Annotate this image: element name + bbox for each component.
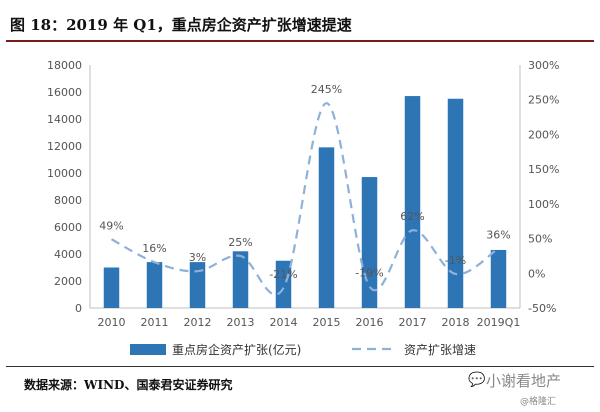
x-tick-label: 2016 — [356, 316, 384, 329]
y-left-tick-label: 10000 — [47, 167, 82, 180]
y-left-tick-label: 18000 — [47, 59, 82, 72]
y-right-tick-label: 50% — [528, 233, 552, 246]
legend-bar-label: 重点房企资产扩张(亿元) — [172, 342, 301, 357]
x-tick-label: 2015 — [313, 316, 341, 329]
x-tick-label: 2012 — [184, 316, 212, 329]
line-data-label: 245% — [311, 83, 342, 96]
figure-title: 图 18：2019 年 Q1，重点房企资产扩张增速提速 — [10, 16, 352, 34]
y-left-tick-label: 0 — [75, 302, 82, 315]
bar — [318, 147, 335, 308]
legend-bar-swatch — [130, 344, 166, 355]
y-right-tick-label: 0% — [528, 267, 545, 280]
line-data-label: 3% — [189, 251, 206, 264]
y-right-tick-label: 100% — [528, 198, 559, 211]
y-right-tick-label: 250% — [528, 94, 559, 107]
line-data-label: -1% — [445, 254, 466, 267]
x-tick-label: 2011 — [141, 316, 169, 329]
y-left-tick-label: 2000 — [54, 275, 82, 288]
bar — [361, 177, 378, 308]
line-data-label: 16% — [142, 242, 166, 255]
line-data-label: 49% — [99, 219, 123, 232]
watermark-subtext: @格隆汇 — [520, 397, 557, 407]
y-left-tick-label: 6000 — [54, 221, 82, 234]
x-tick-label: 2018 — [442, 316, 470, 329]
bar — [275, 260, 292, 308]
bar — [404, 96, 421, 308]
legend-line-label: 资产扩张增速 — [404, 343, 476, 357]
watermark-text: 小谢看地产 — [486, 372, 562, 390]
y-right-tick-label: 200% — [528, 128, 559, 141]
speech-bubble-icon: 💬 — [468, 372, 486, 388]
y-left-tick-label: 8000 — [54, 194, 82, 207]
bottom-rule — [6, 366, 594, 367]
y-left-tick-label: 14000 — [47, 113, 82, 126]
y-right-tick-label: 300% — [528, 59, 559, 72]
line-data-label: 25% — [228, 236, 252, 249]
line-data-label: 62% — [400, 210, 424, 223]
bar — [189, 262, 206, 308]
line-data-label: 36% — [486, 228, 510, 241]
x-tick-label: 2010 — [98, 316, 126, 329]
bar — [146, 262, 163, 308]
source-note: 数据来源：WIND、国泰君安证券研究 — [24, 378, 233, 392]
x-tick-label: 2014 — [270, 316, 298, 329]
y-left-tick-label: 4000 — [54, 248, 82, 261]
x-tick-label: 2017 — [399, 316, 427, 329]
growth-line — [110, 102, 500, 296]
line-data-label: -21% — [269, 268, 297, 281]
y-right-tick-label: 150% — [528, 163, 559, 176]
y-left-tick-label: 16000 — [47, 86, 82, 99]
x-tick-label: 2019Q1 — [477, 316, 521, 329]
line-data-label: -19% — [355, 266, 383, 279]
bar — [447, 98, 464, 308]
bar — [232, 251, 249, 308]
title-bar: 图 18：2019 年 Q1，重点房企资产扩张增速提速 — [6, 10, 594, 42]
x-tick-label: 2013 — [227, 316, 255, 329]
y-left-tick-label: 12000 — [47, 140, 82, 153]
y-right-tick-label: -50% — [528, 302, 556, 315]
bar — [103, 267, 120, 308]
bar — [490, 249, 507, 308]
